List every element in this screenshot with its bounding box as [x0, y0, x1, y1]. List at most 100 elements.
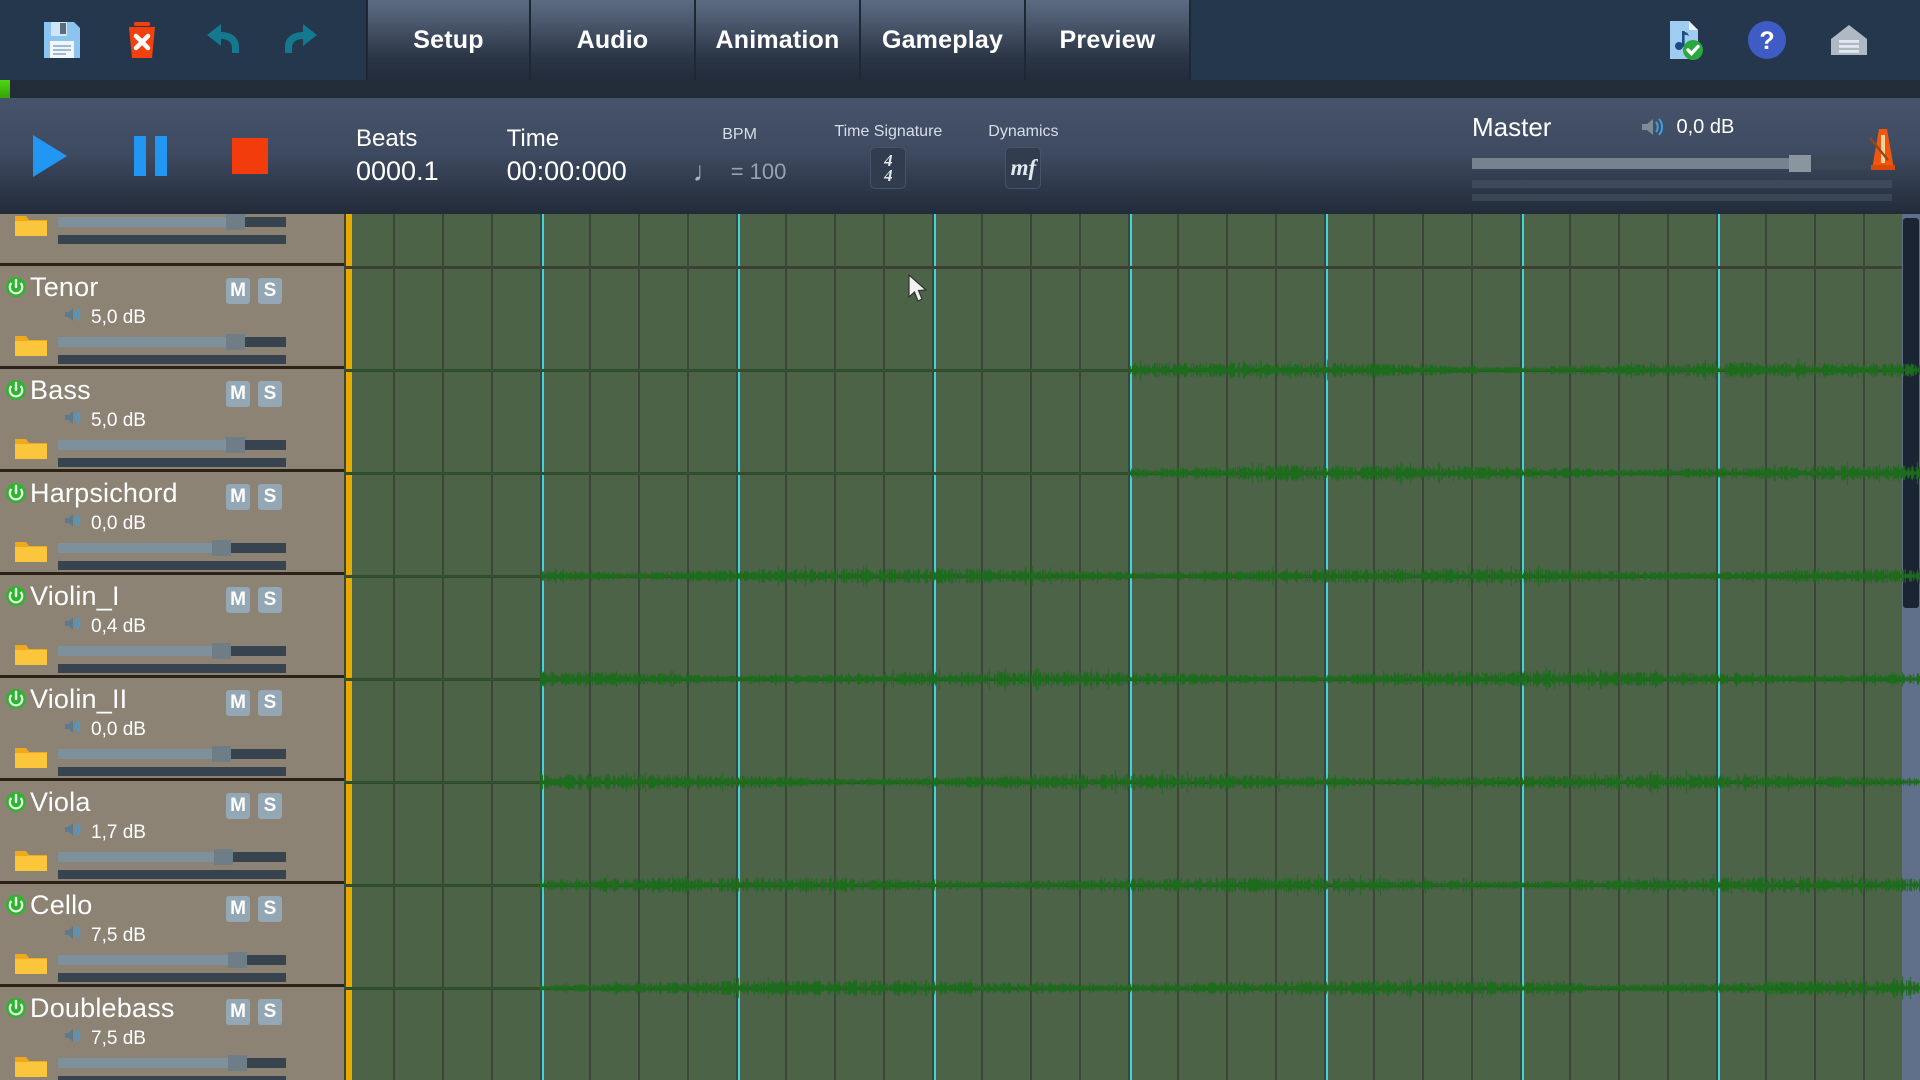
delete-icon[interactable] — [102, 0, 182, 80]
grid-line-vertical — [638, 214, 640, 1080]
track-power-icon[interactable] — [5, 791, 27, 818]
track-row[interactable]: Cello M S 7,5 dB — [0, 884, 344, 987]
track-volume-slider[interactable] — [58, 437, 286, 453]
tab-preview[interactable]: Preview — [1026, 0, 1191, 80]
track-power-icon[interactable] — [5, 894, 27, 921]
track-slider-knob[interactable] — [212, 643, 232, 659]
save-icon[interactable] — [22, 0, 102, 80]
track-solo-button[interactable]: S — [258, 484, 282, 510]
track-folder-icon[interactable] — [14, 641, 48, 673]
tab-setup[interactable]: Setup — [366, 0, 531, 80]
track-folder-icon[interactable] — [14, 538, 48, 570]
track-mute-button[interactable]: M — [226, 381, 250, 407]
redo-icon[interactable] — [262, 0, 342, 80]
track-row[interactable]: Viola M S 1,7 dB — [0, 781, 344, 884]
waveform[interactable] — [344, 862, 1920, 907]
track-solo-button[interactable]: S — [258, 587, 282, 613]
track-solo-button[interactable]: S — [258, 690, 282, 716]
tab-audio[interactable]: Audio — [531, 0, 696, 80]
track-mute-button[interactable]: M — [226, 793, 250, 819]
track-slider-knob[interactable] — [225, 437, 245, 453]
track-slider-knob[interactable] — [212, 746, 232, 762]
master-slider-knob[interactable] — [1788, 154, 1811, 172]
waveform[interactable] — [344, 553, 1920, 598]
playhead[interactable] — [346, 214, 352, 1080]
stop-button[interactable] — [200, 98, 300, 214]
track-slider-knob[interactable] — [225, 334, 245, 350]
track-power-icon[interactable] — [5, 585, 27, 612]
waveform[interactable] — [344, 759, 1920, 804]
help-icon[interactable]: ? — [1726, 0, 1808, 80]
bpm-control[interactable]: BPM ♩ = 100 — [693, 126, 787, 186]
track-solo-button[interactable]: S — [258, 381, 282, 407]
waveform[interactable] — [344, 656, 1920, 701]
track-volume-slider[interactable] — [58, 540, 286, 556]
timeline-canvas[interactable] — [344, 214, 1920, 1080]
track-folder-icon[interactable] — [14, 435, 48, 467]
track-row[interactable]: Bass M S 5,0 dB — [0, 369, 344, 472]
track-solo-button[interactable]: S — [258, 278, 282, 304]
home-icon[interactable] — [1808, 0, 1890, 80]
waveform[interactable] — [344, 965, 1920, 1010]
waveform[interactable] — [344, 1068, 1920, 1080]
track-mute-button[interactable]: M — [226, 896, 250, 922]
track-slider-knob[interactable] — [228, 952, 248, 968]
waveform[interactable] — [344, 347, 1920, 392]
track-solo-button[interactable]: S — [258, 999, 282, 1025]
track-row[interactable]: Tenor M S 5,0 dB — [0, 266, 344, 369]
waveform[interactable] — [344, 450, 1920, 495]
dynamics-control[interactable]: Dynamics mf — [988, 123, 1059, 189]
track-power-icon[interactable] — [5, 379, 27, 406]
tab-animation[interactable]: Animation — [696, 0, 861, 80]
track-volume-slider[interactable] — [58, 746, 286, 762]
track-folder-icon[interactable] — [14, 950, 48, 982]
track-folder-icon[interactable] — [14, 214, 48, 244]
metronome-icon[interactable] — [1866, 126, 1900, 177]
track-volume-slider[interactable] — [58, 643, 286, 659]
vertical-scrollbar[interactable] — [1902, 214, 1920, 1080]
track-folder-icon[interactable] — [14, 332, 48, 364]
music-file-ok-icon[interactable] — [1644, 0, 1726, 80]
track-name: Bass — [30, 375, 91, 405]
track-power-icon[interactable] — [5, 276, 27, 303]
track-slider-fill — [58, 543, 223, 553]
master-volume-slider[interactable] — [1472, 154, 1892, 172]
time-signature-control[interactable]: Time Signature 4 4 — [834, 123, 942, 189]
undo-icon[interactable] — [182, 0, 262, 80]
track-row[interactable]: Violin_II M S 0,0 dB — [0, 678, 344, 781]
tab-gameplay[interactable]: Gameplay — [861, 0, 1026, 80]
track-row[interactable]: Harpsichord M S 0,0 dB — [0, 472, 344, 575]
track-slider-knob[interactable] — [212, 540, 232, 556]
track-slider-knob[interactable] — [214, 849, 234, 865]
track-mute-button[interactable]: M — [226, 587, 250, 613]
track-volume-slider[interactable] — [58, 1055, 286, 1071]
track-folder-icon[interactable] — [14, 1053, 48, 1080]
scrollbar-thumb[interactable] — [1903, 218, 1919, 608]
track-mute-button[interactable]: M — [226, 278, 250, 304]
track-power-icon[interactable] — [5, 482, 27, 509]
track-slider-knob[interactable] — [225, 214, 245, 230]
time-signature-tile[interactable]: 4 4 — [870, 147, 907, 189]
track-row[interactable] — [0, 214, 344, 266]
track-folder-icon[interactable] — [14, 847, 48, 879]
track-mute-button[interactable]: M — [226, 484, 250, 510]
track-volume-slider[interactable] — [58, 849, 286, 865]
grid-line-vertical — [1275, 214, 1277, 1080]
track-row[interactable]: Violin_I M S 0,4 dB — [0, 575, 344, 678]
track-row[interactable]: Doublebass M S 7,5 dB — [0, 987, 344, 1080]
pause-button[interactable] — [100, 98, 200, 214]
track-power-icon[interactable] — [5, 997, 27, 1024]
track-solo-button[interactable]: S — [258, 896, 282, 922]
track-volume-slider[interactable] — [58, 214, 286, 230]
track-solo-button[interactable]: S — [258, 793, 282, 819]
play-button[interactable] — [0, 98, 100, 214]
track-folder-icon[interactable] — [14, 744, 48, 776]
track-volume-slider[interactable] — [58, 952, 286, 968]
track-slider-knob[interactable] — [228, 1055, 248, 1071]
dynamics-tile[interactable]: mf — [1005, 147, 1042, 189]
track-mute-button[interactable]: M — [226, 999, 250, 1025]
track-power-icon[interactable] — [5, 688, 27, 715]
track-mute-button[interactable]: M — [226, 690, 250, 716]
track-volume-slider[interactable] — [58, 334, 286, 350]
grid-line-vertical — [1716, 214, 1718, 1080]
